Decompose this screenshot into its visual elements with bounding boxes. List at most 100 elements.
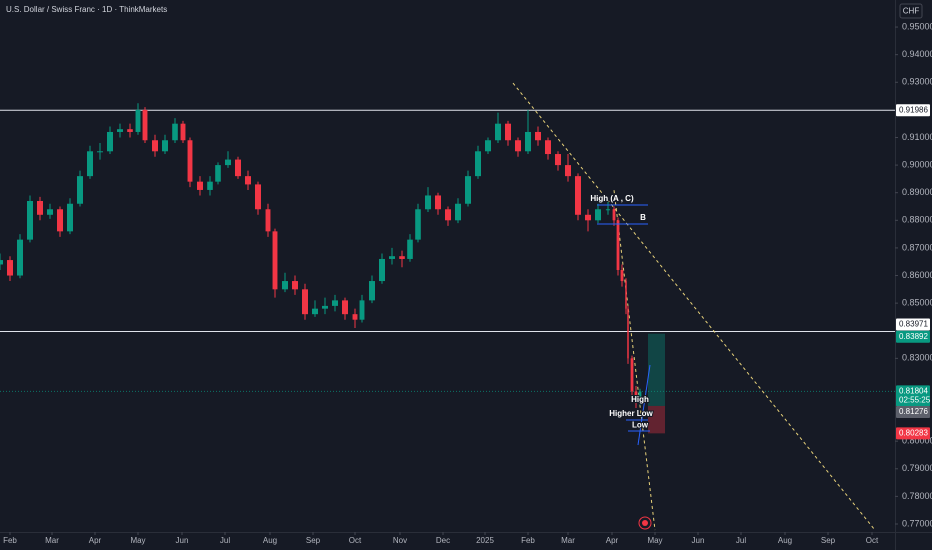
x-tick-label: Jun — [692, 536, 705, 545]
stop-tag: 0.80283 — [899, 428, 928, 437]
y-tick-label: 0.86000 — [902, 270, 932, 280]
candle-body — [272, 231, 278, 290]
candle-body — [612, 209, 616, 221]
candle-body — [634, 391, 638, 400]
x-tick-label: Oct — [349, 536, 362, 545]
candle-body — [77, 176, 83, 204]
y-tick-label: 0.80000 — [902, 436, 932, 446]
candle-body — [495, 123, 501, 141]
hline-tag: 0.91986 — [899, 105, 928, 114]
candle-body — [302, 289, 308, 315]
profit-zone — [648, 333, 665, 406]
candle-body — [475, 151, 481, 177]
candle-body — [245, 176, 251, 185]
x-tick-label: Jul — [220, 536, 230, 545]
y-tick-label: 0.89000 — [902, 187, 932, 197]
candle-body — [455, 203, 461, 221]
candle-body — [399, 256, 405, 259]
candle-body — [415, 209, 421, 240]
candle-body — [352, 314, 358, 320]
x-tick-label: Mar — [45, 536, 59, 545]
last-price-tag-bg — [896, 385, 930, 407]
candle-body — [172, 123, 178, 141]
x-tick-label: 2025 — [476, 536, 494, 545]
y-tick-label: 0.93000 — [902, 77, 932, 87]
candle-body — [235, 159, 241, 177]
x-tick-label: Sep — [306, 536, 321, 545]
candle-body — [67, 203, 73, 232]
candle-body — [389, 256, 395, 259]
annotation: Higher Low — [609, 409, 653, 418]
candle-body — [515, 140, 521, 152]
candle-body — [630, 358, 634, 392]
candle-body — [332, 300, 338, 306]
candle-body — [265, 209, 271, 232]
candle-body — [465, 176, 471, 204]
hline-tag-bg — [896, 104, 930, 117]
y-tick-label: 0.95000 — [902, 21, 932, 31]
candle-body — [57, 209, 63, 232]
candle-body — [616, 220, 620, 271]
candle-body — [627, 308, 629, 359]
x-tick-label: Nov — [393, 536, 407, 545]
y-tick-label: 0.87000 — [902, 242, 932, 252]
x-tick-label: May — [130, 536, 145, 545]
candle-body — [180, 123, 186, 141]
x-tick-label: Aug — [778, 536, 792, 545]
candle-body — [97, 151, 103, 153]
y-tick-label: 0.83000 — [902, 353, 932, 363]
candle-body — [322, 305, 328, 309]
x-tick-label: Feb — [3, 536, 17, 545]
candle-body — [187, 140, 193, 182]
candle-body — [312, 308, 318, 315]
annotation: Low — [632, 420, 649, 429]
x-tick-label: May — [647, 536, 662, 545]
loss-zone — [648, 405, 665, 434]
y-tick-label: 0.85000 — [902, 298, 932, 308]
currency-box[interactable] — [899, 3, 923, 19]
x-tick-label: Jun — [176, 536, 189, 545]
y-tick-label: 0.79000 — [902, 463, 932, 473]
currency-label[interactable]: CHF — [903, 7, 920, 16]
candle-body — [505, 123, 511, 141]
x-tick-label: Aug — [263, 536, 277, 545]
y-tick-label: 0.88000 — [902, 215, 932, 225]
entry-tag-bg — [896, 405, 930, 418]
countdown: 02:55:25 — [899, 395, 931, 404]
candle-body — [37, 200, 43, 215]
candle-body — [379, 258, 385, 282]
x-tick-label: Oct — [866, 536, 879, 545]
hline-tag-bg — [896, 318, 930, 331]
candle-body — [0, 260, 3, 265]
candle-body — [638, 391, 642, 400]
candle-body — [17, 239, 23, 276]
x-tick-label: Sep — [821, 536, 836, 545]
candle-body — [207, 181, 213, 190]
target-tag-bg — [896, 330, 930, 343]
chart-title: U.S. Dollar / Swiss Franc · 1D · ThinkMa… — [6, 5, 167, 14]
candle-body — [625, 281, 627, 309]
x-tick-label: Dec — [436, 536, 450, 545]
candle-body — [255, 184, 261, 210]
candle-body — [445, 209, 451, 221]
candle-body — [225, 159, 231, 166]
candle-body — [425, 195, 431, 210]
entry-tag: 0.81276 — [899, 407, 928, 416]
candle-body — [47, 209, 53, 215]
candle-body — [87, 151, 93, 177]
candle-body — [595, 209, 601, 221]
candle-body — [135, 109, 141, 132]
candle-body — [282, 281, 288, 290]
candle-body — [585, 214, 591, 221]
plot-area — [0, 82, 895, 531]
y-tick-label: 0.77000 — [902, 518, 932, 528]
candle-body — [27, 200, 33, 240]
x-tick-label: Feb — [521, 536, 535, 545]
candle-body — [127, 129, 133, 132]
candle-body — [369, 281, 375, 301]
candle-body — [152, 140, 158, 152]
target-tag: 0.83892 — [899, 332, 928, 341]
x-tick-label: Mar — [561, 536, 575, 545]
